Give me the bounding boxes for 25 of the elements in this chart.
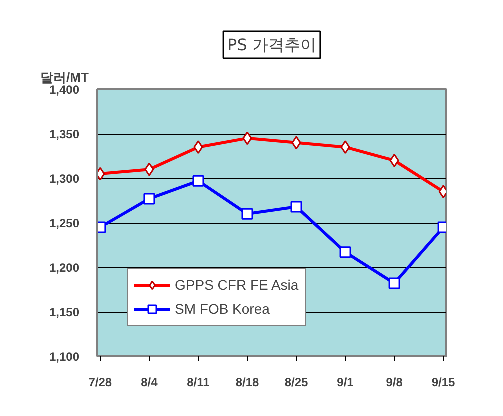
y-tick-label: 1,400 bbox=[49, 83, 80, 97]
x-tick-label: 8/25 bbox=[284, 376, 309, 390]
x-tick-label: 8/4 bbox=[141, 376, 158, 390]
y-tick-label: 1,350 bbox=[49, 128, 80, 142]
y-tick-label: 1,150 bbox=[49, 306, 80, 320]
y-tick-label: 1,200 bbox=[49, 261, 80, 275]
y-tick-label: 1,300 bbox=[49, 172, 80, 186]
point bbox=[290, 201, 302, 213]
x-tick-label: 8/11 bbox=[187, 376, 210, 390]
legend-label: GPPS CFR FE Asia bbox=[175, 277, 299, 293]
y-axis-title: 달러/MT bbox=[40, 70, 89, 85]
x-tick-label: 8/18 bbox=[236, 376, 260, 390]
x-tick-label: 9/1 bbox=[337, 376, 354, 390]
legend-label: SM FOB Korea bbox=[175, 301, 270, 317]
point bbox=[144, 193, 156, 205]
point bbox=[242, 208, 254, 220]
point bbox=[192, 175, 204, 187]
x-tick-label: 9/8 bbox=[386, 376, 404, 390]
x-tick-label: 7/28 bbox=[88, 376, 112, 390]
point bbox=[340, 246, 352, 258]
y-tick-label: 1,100 bbox=[49, 350, 80, 364]
y-tick-label: 1,250 bbox=[49, 216, 80, 230]
x-tick-label: 9/15 bbox=[432, 376, 456, 390]
point bbox=[388, 278, 400, 290]
chart-title: PS 가격추이 bbox=[228, 36, 316, 54]
